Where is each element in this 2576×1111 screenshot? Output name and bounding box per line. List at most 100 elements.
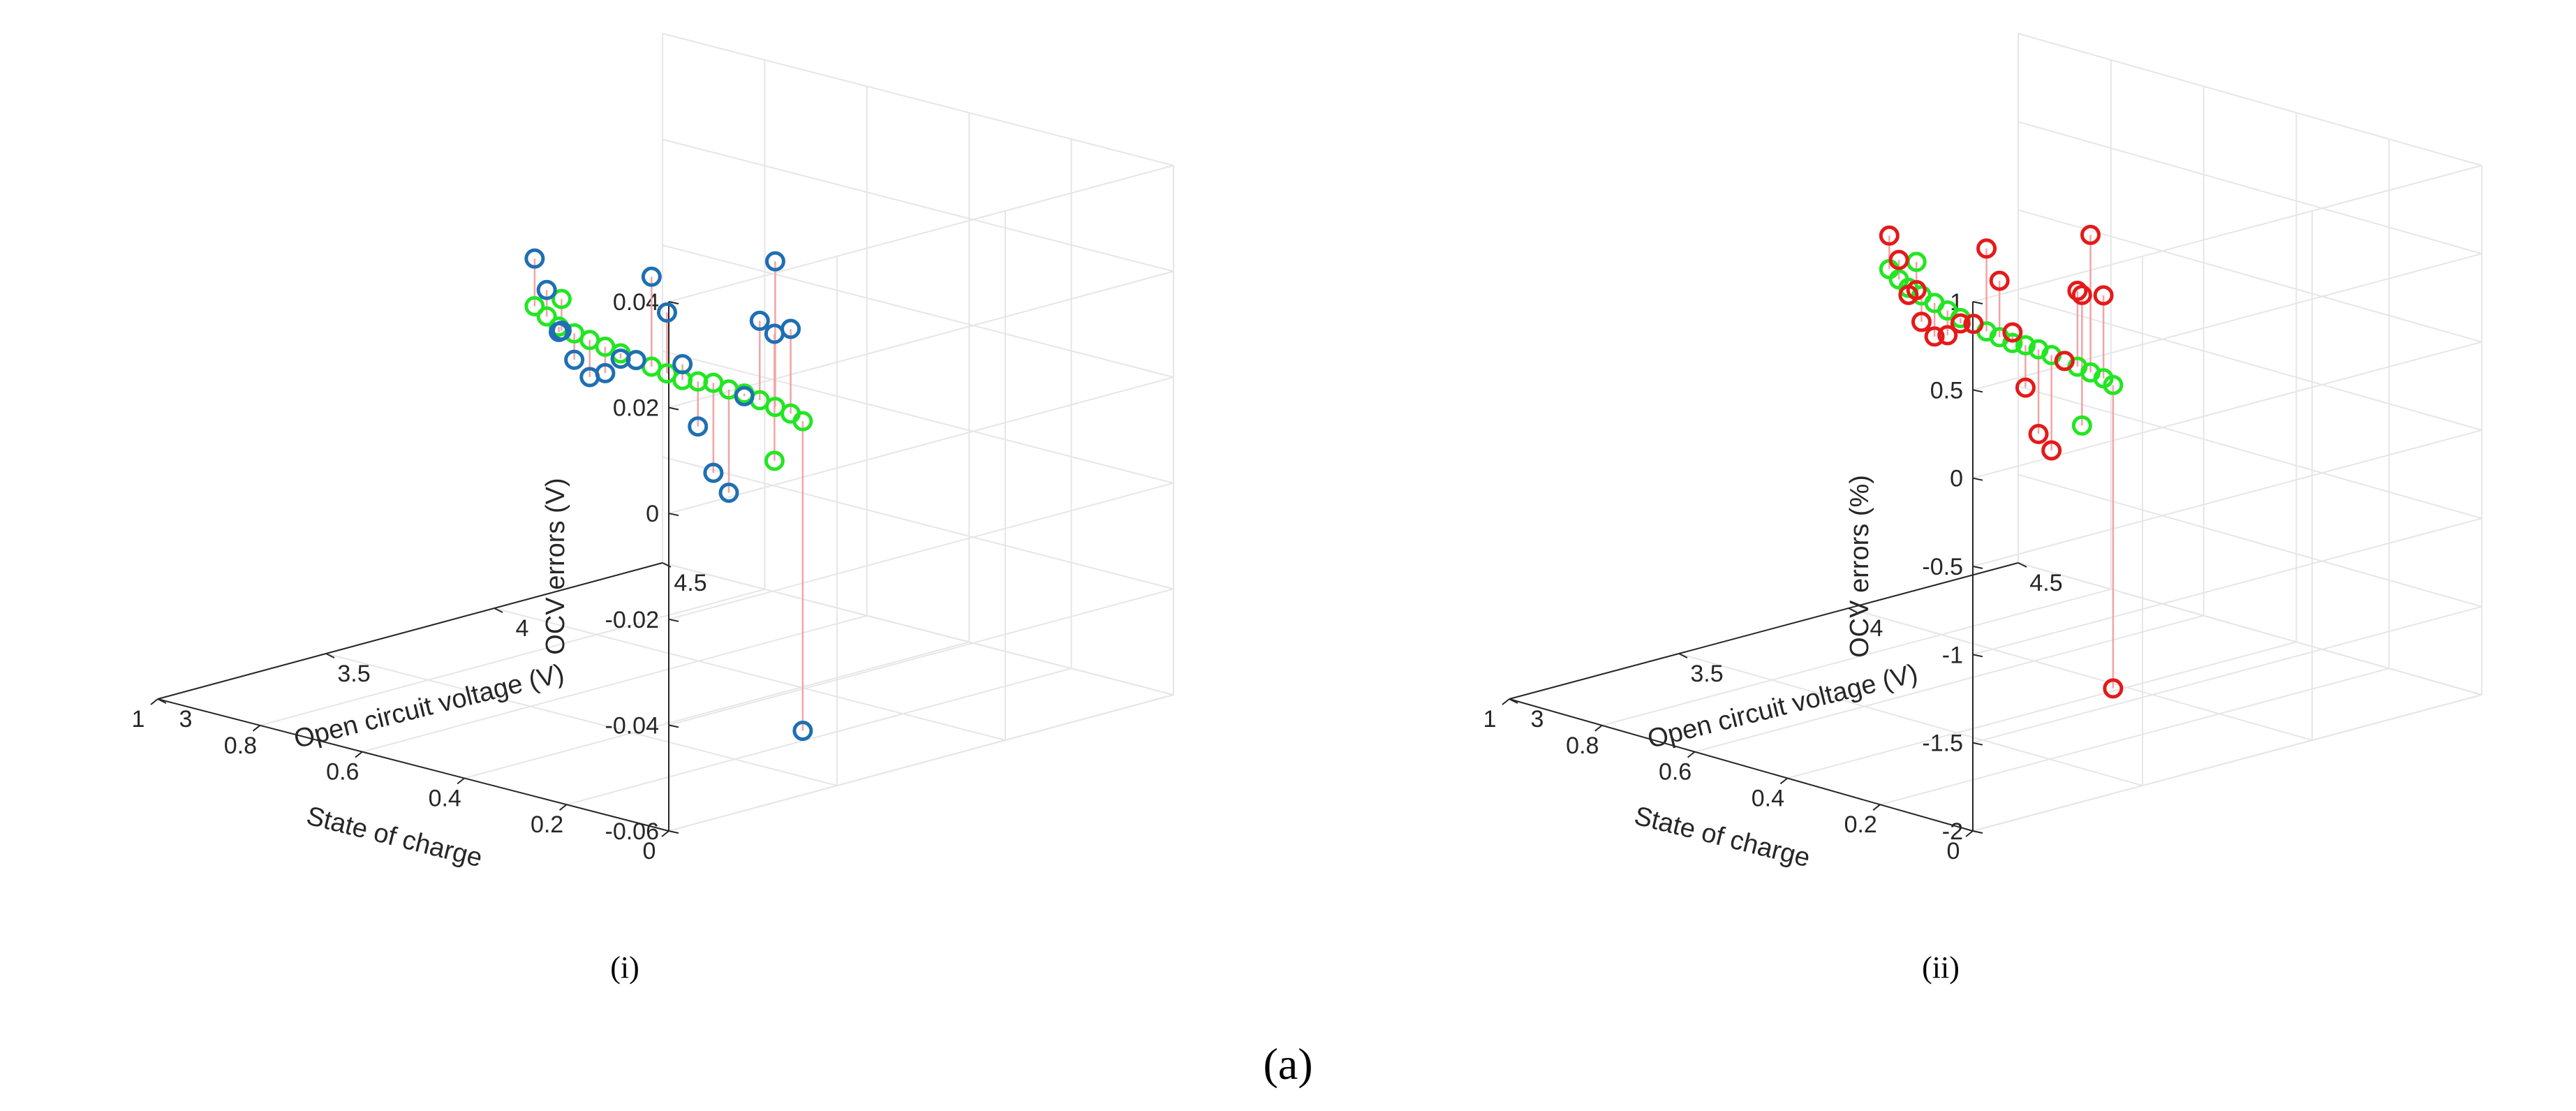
z-tick-mark (1972, 742, 1983, 746)
soc-tick-label: 0 (643, 838, 656, 864)
soc-tick-mark (355, 751, 363, 758)
ocv-tick-mark (157, 698, 167, 704)
z-tick-label: -0.04 (605, 712, 660, 739)
reference-point (551, 288, 572, 309)
soc-tick-label: 0.2 (531, 811, 563, 838)
back-wall-gridline (2018, 385, 2482, 520)
error-point (656, 302, 677, 323)
back-wall-gridline (1972, 605, 2482, 744)
floor-gridline (1848, 608, 2313, 741)
soc-tick-mark (558, 804, 568, 811)
back-wall-gridline (668, 165, 1174, 302)
floor-gridline (1694, 615, 2204, 753)
back-wall-gridline (668, 694, 1174, 832)
soc-axis-line (1509, 698, 1974, 832)
z-tick-label: 0 (1950, 466, 1963, 492)
ocv-tick-mark (325, 653, 335, 658)
error-point (718, 483, 739, 503)
error-point (641, 266, 662, 287)
soc-tick-mark (1779, 777, 1789, 785)
z-tick-mark (668, 724, 679, 728)
soc-tick-mark (1687, 751, 1696, 758)
soc-tick-mark (252, 725, 261, 732)
soc-axis-label: State of charge (1631, 801, 1813, 873)
ocv-axis-line (157, 562, 663, 700)
error-point (2002, 322, 2023, 343)
floor-gridline (362, 615, 868, 753)
error-point (1989, 270, 2010, 291)
error-point (564, 349, 585, 370)
soc-tick-mark (661, 830, 669, 837)
z-tick-mark (1972, 477, 1983, 481)
panel-subtitle: (i) (610, 950, 639, 985)
floor-gridline (566, 668, 1072, 806)
back-wall-gridline (2018, 209, 2482, 343)
back-wall-gridline (662, 244, 1174, 378)
z-tick-mark (668, 830, 679, 834)
reference-point (536, 306, 557, 327)
soc-tick-mark (1502, 698, 1510, 705)
error-point (1906, 279, 1927, 300)
soc-tick-mark (1965, 830, 1974, 837)
floor-gridline (260, 588, 765, 726)
soc-tick-label: 0.4 (429, 785, 461, 811)
back-wall-gridline (1972, 694, 2482, 832)
back-wall-gridline (662, 456, 1174, 590)
z-tick-label: 0 (646, 501, 659, 527)
soc-tick-mark (457, 777, 465, 785)
error-point (734, 385, 755, 406)
error-point (1963, 314, 1984, 334)
error-point (688, 416, 709, 437)
back-wall-gridline (668, 482, 1174, 620)
ocv-tick-label: 3.5 (1690, 661, 1723, 687)
ocv-tick-mark (2018, 562, 2027, 568)
z-tick-label: -0.5 (1922, 554, 1963, 580)
back-wall-gridline (2018, 33, 2482, 166)
reference-point (2071, 415, 2092, 436)
floor-gridline (1787, 641, 2297, 779)
z-tick-mark (668, 406, 679, 411)
z-tick-mark (1972, 301, 1983, 304)
error-point (2103, 678, 2124, 699)
back-wall-gridline (2018, 473, 2482, 608)
z-axis-label: OCV errors (%) (1845, 475, 1874, 658)
soc-tick-label: 1 (132, 706, 145, 733)
soc-tick-mark (150, 698, 158, 705)
error-point (524, 248, 545, 269)
floor-gridline (1678, 653, 2143, 786)
error-point (1911, 311, 1932, 332)
soc-tick-label: 0.8 (224, 733, 257, 759)
back-wall-gridline (2018, 562, 2482, 696)
floor-gridline (325, 653, 838, 786)
ocv-tick-label: 4.5 (674, 570, 706, 596)
z-axis-label: OCV errors (V) (541, 478, 570, 654)
figure-label: (a) (1263, 1039, 1312, 1089)
z-tick-label: -0.02 (605, 607, 660, 633)
soc-tick-mark (1594, 725, 1603, 732)
ocv-tick-mark (1848, 608, 1858, 613)
back-wall-gridline (1972, 517, 2482, 656)
reference-point (524, 296, 545, 316)
reference-point (764, 450, 785, 471)
back-wall-gridline (1972, 165, 2482, 302)
ocv-tick-label: 3 (1531, 706, 1544, 733)
soc-tick-mark (1872, 804, 1881, 811)
soc-tick-label: 0.6 (326, 759, 359, 786)
z-tick-mark (1972, 830, 1983, 834)
back-wall-gridline (662, 33, 1174, 166)
error-point (579, 367, 600, 388)
back-wall-gridline (662, 562, 1174, 696)
floor-gridline (1879, 668, 2390, 806)
soc-tick-label: 0.4 (1752, 785, 1784, 811)
back-wall-gridline (662, 350, 1174, 484)
error-point (1976, 238, 1997, 259)
ocv-tick-mark (662, 562, 672, 568)
back-wall-gridline (668, 376, 1174, 515)
soc-tick-label: 1 (1483, 706, 1497, 733)
z-tick-label: -0.06 (605, 818, 660, 845)
back-wall-gridline (668, 270, 1174, 409)
ocv-tick-label: 3.5 (337, 661, 370, 687)
ocv-tick-mark (1678, 653, 1688, 658)
z-tick-mark (1972, 389, 1983, 393)
